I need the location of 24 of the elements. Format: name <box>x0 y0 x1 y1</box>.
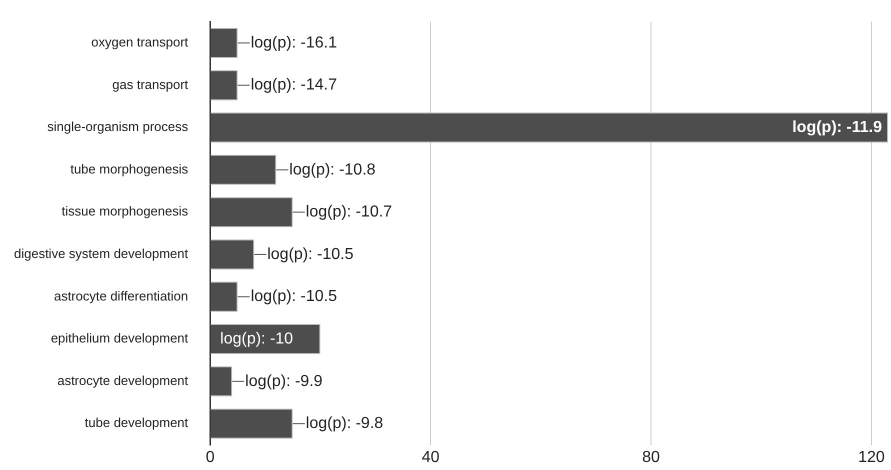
annotation: log(p): -14.7 <box>250 76 338 94</box>
annotation: log(p): -11.9 <box>792 118 882 136</box>
annotation: log(p): -10.5 <box>250 288 338 306</box>
annotation: log(p): -10.7 <box>306 204 392 221</box>
y-tick-label: gas transport <box>112 76 189 92</box>
y-tick-label: astrocyte development <box>57 372 189 388</box>
y-tick-label: astrocyte differentiation <box>54 288 188 304</box>
y-tick-label: digestive system development <box>14 246 189 262</box>
x-tick-label: 120 <box>858 448 885 466</box>
x-tick-label: 40 <box>422 448 440 466</box>
annotation: log(p): -9.9 <box>245 372 323 390</box>
annotation: log(p): -10 <box>220 330 294 348</box>
x-tick-label: 0 <box>206 448 215 466</box>
y-tick-label: tube morphogenesis <box>70 161 189 176</box>
y-tick-label: tube development <box>84 415 189 430</box>
annotation: log(p): -9.8 <box>306 415 384 432</box>
annotation: log(p): -10.5 <box>267 246 354 263</box>
annotation: log(p): -16.1 <box>250 34 338 52</box>
y-tick-label: tissue morphogenesis <box>62 204 189 219</box>
y-tick-label: single-organism process <box>47 119 189 134</box>
y-tick-label: epithelium development <box>50 330 189 346</box>
x-tick-label: 80 <box>642 448 660 466</box>
y-tick-label: oxygen transport <box>91 34 189 50</box>
annotation: log(p): -10.8 <box>289 161 376 178</box>
